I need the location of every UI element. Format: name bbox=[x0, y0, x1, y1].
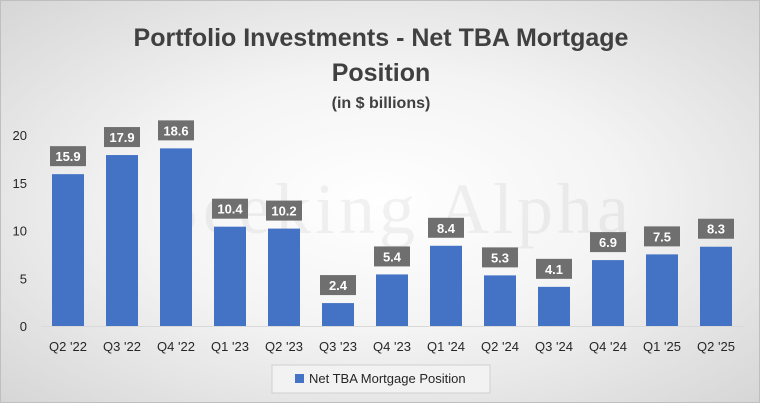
x-tick-label: Q2 '25 bbox=[697, 339, 735, 354]
data-label-bg bbox=[428, 217, 464, 238]
data-label-bg bbox=[104, 127, 140, 148]
data-label-bg bbox=[482, 247, 518, 268]
data-label: 5.4 bbox=[374, 246, 410, 267]
data-label-bg bbox=[536, 258, 572, 279]
x-tick-label: Q2 '22 bbox=[49, 339, 87, 354]
data-label-text: 4.1 bbox=[545, 262, 563, 277]
data-label: 5.3 bbox=[482, 247, 518, 268]
data-label: 17.9 bbox=[104, 127, 140, 148]
y-tick-label: 15 bbox=[13, 176, 27, 191]
data-label: 15.9 bbox=[50, 146, 86, 167]
data-label: 2.4 bbox=[320, 275, 356, 296]
data-label-text: 5.4 bbox=[383, 249, 402, 264]
x-tick-label: Q3 '24 bbox=[535, 339, 573, 354]
data-label-bg bbox=[590, 232, 626, 253]
data-label-bg bbox=[374, 246, 410, 267]
data-label-text: 8.4 bbox=[437, 221, 456, 236]
data-label-bg bbox=[212, 198, 248, 219]
data-label: 4.1 bbox=[536, 258, 572, 279]
bar[interactable] bbox=[430, 245, 462, 326]
chart-title-line-1: Portfolio Investments - Net TBA Mortgage bbox=[134, 24, 629, 52]
data-label-bg bbox=[50, 146, 86, 167]
y-tick-label: 20 bbox=[13, 128, 27, 143]
data-labels: 15.9 17.9 18.6 10.4 10.2 2.4 5.4 8.4 5.3 4.1 6.9 7.… bbox=[50, 120, 734, 296]
legend-swatch bbox=[295, 374, 304, 383]
data-label-text: 6.9 bbox=[599, 235, 617, 250]
x-tick-label: Q1 '23 bbox=[211, 339, 249, 354]
chart-subtitle: (in $ billions) bbox=[332, 95, 431, 112]
x-tick-label: Q4 '22 bbox=[157, 339, 195, 354]
x-tick-label: Q2 '24 bbox=[481, 339, 519, 354]
data-label-bg bbox=[158, 120, 194, 141]
y-tick-label: 0 bbox=[20, 319, 27, 334]
bar[interactable] bbox=[700, 246, 732, 326]
data-label-text: 8.3 bbox=[707, 222, 725, 237]
legend-box bbox=[271, 364, 491, 394]
data-label: 18.6 bbox=[158, 120, 194, 141]
data-label-text: 10.4 bbox=[217, 202, 243, 217]
x-tick-label: Q4 '23 bbox=[373, 339, 411, 354]
data-label: 6.9 bbox=[590, 232, 626, 253]
bar[interactable] bbox=[268, 228, 300, 326]
data-label-text: 5.3 bbox=[491, 250, 509, 265]
bar[interactable] bbox=[214, 226, 246, 326]
bar[interactable] bbox=[538, 286, 570, 326]
data-label-bg bbox=[698, 218, 734, 239]
y-tick-label: 10 bbox=[13, 224, 27, 239]
data-label-text: 18.6 bbox=[163, 123, 188, 138]
y-tick-label: 5 bbox=[20, 271, 27, 286]
bar[interactable] bbox=[52, 174, 84, 326]
data-label-bg bbox=[266, 200, 302, 221]
data-label-text: 7.5 bbox=[653, 229, 671, 244]
bar[interactable] bbox=[376, 274, 408, 326]
legend[interactable]: Net TBA Mortgage Position bbox=[271, 364, 491, 394]
legend-label: Net TBA Mortgage Position bbox=[309, 371, 466, 386]
data-label: 8.3 bbox=[698, 218, 734, 239]
bar[interactable] bbox=[646, 254, 678, 326]
bar[interactable] bbox=[160, 148, 192, 326]
x-tick-label: Q2 '23 bbox=[265, 339, 303, 354]
y-axis: 0 5 10 15 20 bbox=[13, 128, 27, 334]
bar[interactable] bbox=[322, 303, 354, 326]
x-tick-label: Q3 '23 bbox=[319, 339, 357, 354]
bars bbox=[52, 148, 732, 326]
data-label-text: 10.2 bbox=[271, 204, 296, 219]
data-label-text: 17.9 bbox=[109, 130, 134, 145]
data-label: 10.4 bbox=[212, 198, 248, 219]
chart-title-line-2: Position bbox=[332, 59, 431, 87]
data-label-text: 2.4 bbox=[329, 278, 348, 293]
x-tick-label: Q4 '24 bbox=[589, 339, 627, 354]
data-label: 7.5 bbox=[644, 226, 680, 247]
x-axis: Q2 '22 Q3 '22 Q4 '22 Q1 '23 Q2 '23 Q3 '23 Q4 '… bbox=[41, 326, 743, 354]
data-label: 10.2 bbox=[266, 200, 302, 221]
x-tick-label: Q1 '25 bbox=[643, 339, 681, 354]
bar[interactable] bbox=[592, 260, 624, 326]
data-label: 8.4 bbox=[428, 217, 464, 238]
data-label-text: 15.9 bbox=[55, 149, 80, 164]
data-label-bg bbox=[320, 275, 356, 296]
x-tick-label: Q3 '22 bbox=[103, 339, 141, 354]
bar[interactable] bbox=[484, 275, 516, 326]
bar[interactable] bbox=[106, 155, 138, 326]
x-tick-label: Q1 '24 bbox=[427, 339, 465, 354]
data-label-bg bbox=[644, 226, 680, 247]
